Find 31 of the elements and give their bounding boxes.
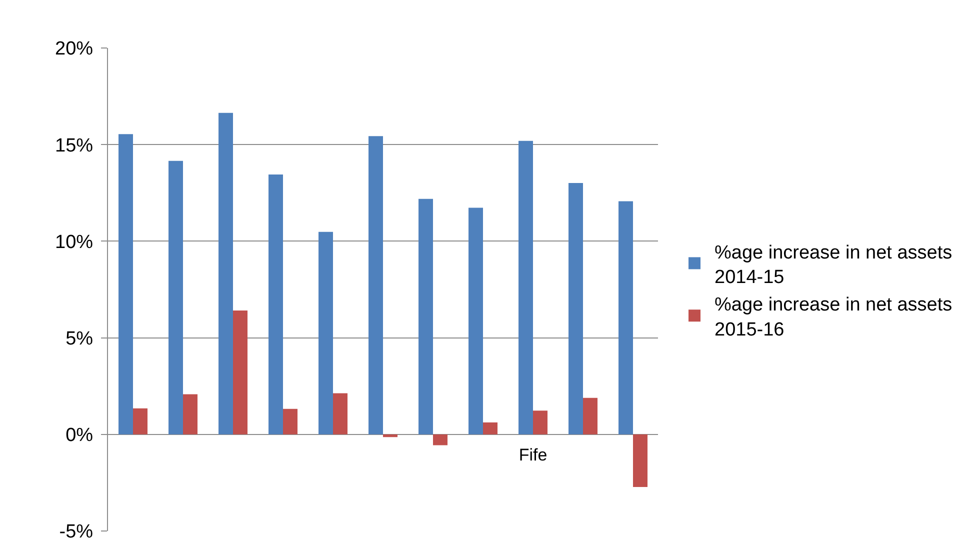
bar bbox=[183, 394, 198, 434]
bar bbox=[118, 134, 133, 434]
bar bbox=[533, 410, 548, 434]
bar bbox=[383, 434, 398, 438]
legend-label: %age increase in net assets 2015-16 bbox=[714, 294, 952, 340]
bar bbox=[133, 408, 148, 434]
bar bbox=[218, 112, 233, 434]
y-tick-label: -5% bbox=[59, 522, 94, 543]
bar bbox=[633, 434, 648, 487]
bar bbox=[268, 174, 283, 434]
bar bbox=[233, 310, 248, 434]
bar bbox=[333, 393, 348, 434]
bar bbox=[283, 408, 298, 434]
y-tick-label: 5% bbox=[66, 328, 94, 350]
bar bbox=[168, 160, 183, 434]
bar bbox=[468, 208, 483, 434]
y-tick-label: 10% bbox=[55, 232, 94, 253]
bar bbox=[368, 136, 383, 434]
bar bbox=[518, 140, 533, 434]
bar bbox=[418, 198, 433, 434]
bar bbox=[568, 183, 583, 434]
y-tick-label: 15% bbox=[55, 135, 94, 156]
x-tick-label: Fife bbox=[518, 445, 548, 464]
bar bbox=[318, 232, 333, 434]
y-tick-label: 0% bbox=[66, 425, 94, 446]
legend-label: %age increase in net assets 2014-15 bbox=[714, 242, 952, 288]
bar bbox=[483, 422, 498, 434]
bar bbox=[433, 434, 448, 446]
bar bbox=[618, 201, 633, 434]
bar bbox=[583, 398, 598, 434]
y-tick-label: 20% bbox=[55, 38, 94, 60]
